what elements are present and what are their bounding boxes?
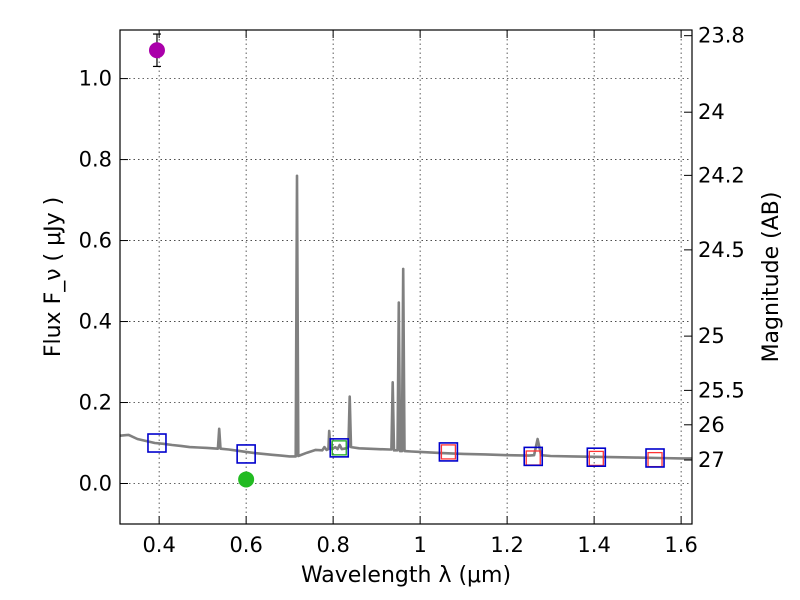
y-tick-label: 0.4	[79, 310, 112, 334]
photometry-markers	[147, 33, 665, 488]
model-photometry-box	[586, 447, 607, 467]
model-spectrum-layer	[119, 174, 692, 460]
observed-point	[148, 42, 165, 59]
y-tick-label: 0.0	[79, 472, 112, 496]
observed-red-box	[588, 450, 604, 467]
y-axis-label: Flux F_ν ( μJy )	[41, 197, 66, 357]
x-tick-label: 1	[413, 533, 426, 557]
x-tick-label: 1.4	[577, 533, 610, 557]
x-axis-label: Wavelength λ (μm)	[301, 563, 511, 588]
model-photometry-box	[523, 446, 544, 467]
observed-red-box	[647, 451, 663, 468]
right-tick-label: 25	[698, 324, 725, 348]
x-tick-label: 0.6	[229, 533, 262, 557]
y-tick-label: 0.2	[79, 391, 112, 415]
y-tick-label: 0.8	[79, 148, 112, 172]
model-photometry-box	[236, 444, 256, 464]
model-photometry-box	[329, 438, 350, 458]
right-tick-label: 24.5	[698, 238, 745, 262]
y-tick-label: 1.0	[79, 67, 112, 91]
model-photometry-box	[147, 433, 167, 453]
axis-ticks: 0.4 0.6 0.8 1 1.2 1.4 1.6 0.0 0.2 0.4 0.6 0.8 1.0 23.…	[79, 24, 745, 557]
right-tick-label: 25.5	[698, 378, 745, 402]
observed-point	[238, 471, 255, 488]
right-tick-label: 26	[698, 413, 725, 437]
right-axis-label: Magnitude (AB)	[759, 192, 784, 363]
observed-green-box	[331, 440, 347, 456]
model-photometry-box	[438, 442, 459, 462]
x-tick-label: 0.8	[316, 533, 349, 557]
observed-red-box	[440, 444, 457, 460]
right-tick-label: 24.2	[698, 163, 745, 187]
model-spectrum-line	[119, 174, 692, 460]
right-tick-label: 23.8	[698, 24, 745, 48]
x-tick-label: 0.4	[142, 533, 175, 557]
grid-lines	[120, 30, 692, 524]
x-tick-label: 1.6	[664, 533, 697, 557]
plot-frame	[119, 29, 693, 525]
right-tick-label: 27	[698, 448, 725, 472]
x-tick-label: 1.2	[490, 533, 523, 557]
model-photometry-box	[645, 448, 665, 468]
y-tick-label: 0.6	[79, 229, 112, 253]
right-tick-label: 24	[698, 100, 725, 124]
